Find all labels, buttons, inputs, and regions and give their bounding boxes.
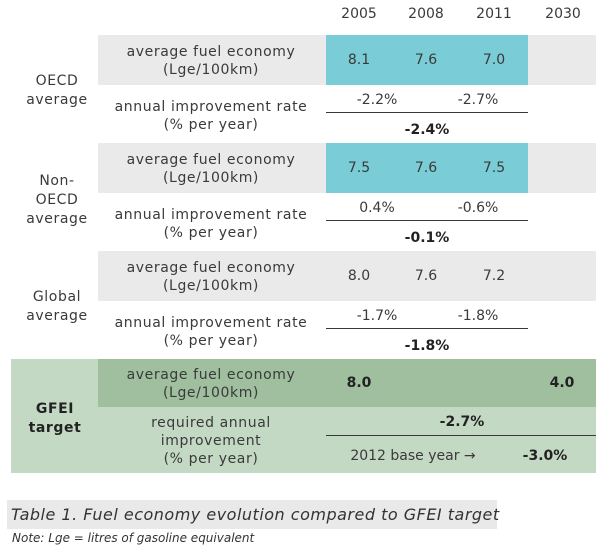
global-rate-total: -1.8% bbox=[404, 338, 450, 354]
non-oecd-rate-total: -0.1% bbox=[404, 230, 450, 246]
gfei-base-value: -3.0% bbox=[522, 448, 568, 464]
oecd-rate-2: -2.7% bbox=[457, 92, 499, 108]
non-oecd-rate-rule bbox=[326, 220, 528, 221]
global-value-2005: 8.0 bbox=[347, 268, 371, 284]
non-oecd-value-2005: 7.5 bbox=[347, 160, 371, 176]
gfei-group-label: GFEI target bbox=[28, 401, 82, 436]
global-value-2008: 7.6 bbox=[414, 268, 438, 284]
non-oecd-value-2008: 7.6 bbox=[414, 160, 438, 176]
oecd-rate-rule bbox=[326, 112, 528, 113]
column-header-2008: 2008 bbox=[408, 6, 444, 22]
oecd-highlight bbox=[326, 35, 528, 85]
caption-box bbox=[7, 500, 497, 529]
column-header-2030: 2030 bbox=[545, 6, 581, 22]
oecd-rate-label: annual improvement rate (% per year) bbox=[114, 99, 308, 133]
non-oecd-highlight bbox=[326, 143, 528, 193]
oecd-economy-label: average fuel economy (Lge/100km) bbox=[126, 44, 296, 78]
non-oecd-rate-2: -0.6% bbox=[457, 200, 499, 216]
gfei-base-note: 2012 base year → bbox=[350, 448, 476, 464]
gfei-required-rule bbox=[326, 435, 596, 436]
global-rate-1: -1.7% bbox=[356, 308, 398, 324]
gfei-value-2030: 4.0 bbox=[549, 375, 575, 391]
oecd-value-2011: 7.0 bbox=[482, 52, 506, 68]
oecd-value-2008: 7.6 bbox=[414, 52, 438, 68]
non-oecd-group-label: Non- OECD average bbox=[26, 173, 88, 227]
non-oecd-economy-label: average fuel economy (Lge/100km) bbox=[126, 152, 296, 186]
global-rate-rule bbox=[326, 328, 528, 329]
non-oecd-value-2011: 7.5 bbox=[482, 160, 506, 176]
column-header-2011: 2011 bbox=[476, 6, 512, 22]
non-oecd-rate-label: annual improvement rate (% per year) bbox=[114, 207, 308, 241]
table-caption: Table 1. Fuel economy evolution compared… bbox=[11, 505, 500, 524]
oecd-rate-total: -2.4% bbox=[404, 122, 450, 138]
gfei-value-2005: 8.0 bbox=[346, 375, 372, 391]
oecd-value-2005: 8.1 bbox=[347, 52, 371, 68]
column-header-2005: 2005 bbox=[341, 6, 377, 22]
oecd-rate-1: -2.2% bbox=[356, 92, 398, 108]
global-rate-label: annual improvement rate (% per year) bbox=[114, 315, 308, 349]
global-rate-2: -1.8% bbox=[457, 308, 499, 324]
table-note: Note: Lge = litres of gasoline equivalen… bbox=[12, 531, 255, 545]
gfei-economy-label: average fuel economy (Lge/100km) bbox=[126, 367, 296, 401]
gfei-required-label: required annual improvement (% per year) bbox=[151, 415, 271, 467]
gfei-required-value: -2.7% bbox=[439, 414, 485, 430]
global-economy-band bbox=[98, 251, 596, 301]
oecd-group-label: OECD average bbox=[26, 73, 88, 108]
global-value-2011: 7.2 bbox=[482, 268, 506, 284]
non-oecd-rate-1: 0.4% bbox=[359, 200, 395, 216]
global-group-label: Global average bbox=[26, 289, 88, 324]
global-economy-label: average fuel economy (Lge/100km) bbox=[126, 260, 296, 294]
gfei-economy-band bbox=[98, 359, 596, 407]
